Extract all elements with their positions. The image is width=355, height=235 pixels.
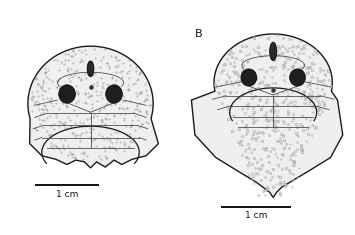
Ellipse shape [59, 85, 75, 103]
Text: B: B [195, 29, 202, 39]
Text: 1 cm: 1 cm [56, 190, 78, 200]
Ellipse shape [87, 61, 94, 77]
Ellipse shape [270, 42, 277, 61]
Ellipse shape [290, 69, 305, 86]
Polygon shape [191, 34, 343, 197]
Polygon shape [28, 46, 158, 168]
Text: 1 cm: 1 cm [245, 211, 267, 220]
Ellipse shape [241, 69, 257, 86]
Ellipse shape [106, 85, 122, 103]
